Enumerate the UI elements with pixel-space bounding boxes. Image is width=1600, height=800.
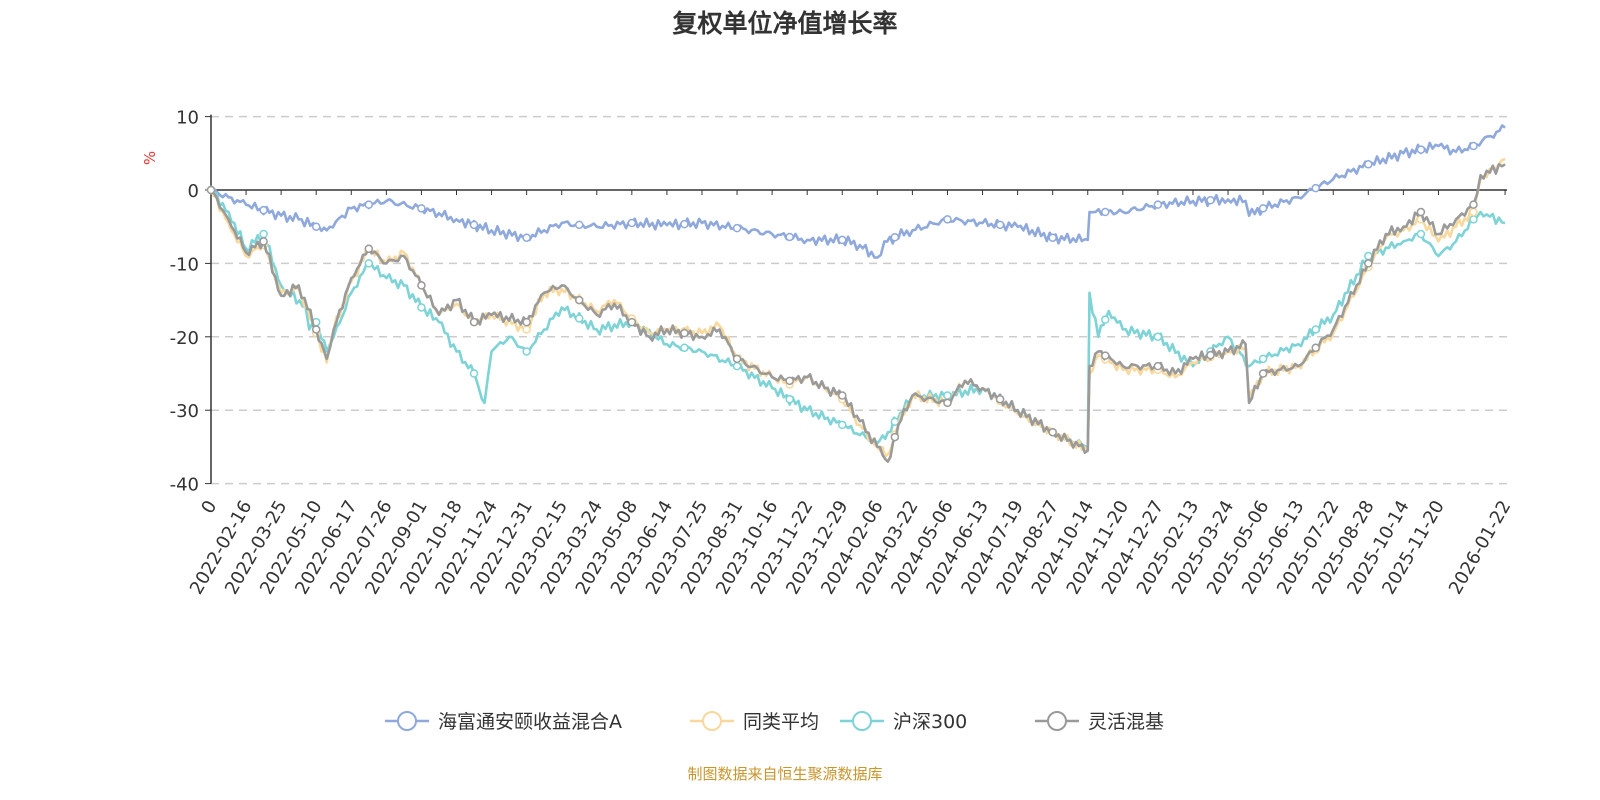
series-point — [417, 204, 426, 213]
series-point — [469, 369, 479, 378]
series-point — [1364, 259, 1373, 268]
series-point — [1469, 215, 1478, 224]
series-line-3 — [210, 163, 1506, 463]
series-point — [206, 185, 216, 195]
legend-circle-icon — [1047, 711, 1067, 731]
series-point — [1258, 354, 1268, 364]
series-point — [1153, 200, 1163, 209]
series-point — [732, 354, 742, 364]
series-point — [890, 432, 900, 442]
series-point — [943, 391, 952, 400]
legend-label: 灵活混基 — [1088, 711, 1164, 733]
series-line-0 — [210, 124, 1506, 259]
series-point — [364, 200, 374, 209]
y-axis-label: % — [141, 151, 159, 165]
series-point — [732, 223, 742, 233]
series-point — [259, 229, 268, 239]
series-point — [785, 232, 794, 242]
series-point — [574, 314, 584, 323]
series-point — [1153, 361, 1163, 371]
data-source-note: 制图数据来自恒生聚源数据库 — [687, 765, 883, 783]
legend-item-1[interactable]: 同类平均 — [690, 711, 819, 733]
y-tick-label: -20 — [170, 328, 199, 349]
series-point — [838, 391, 847, 400]
series-point — [574, 295, 584, 305]
series-point — [1469, 207, 1478, 217]
series-point — [522, 325, 531, 334]
series-point — [417, 281, 426, 290]
series-point — [1416, 145, 1426, 154]
series-point — [1364, 160, 1373, 169]
series-point — [1311, 343, 1320, 353]
series-point — [995, 220, 1005, 230]
series-point — [574, 220, 584, 230]
y-tick-label: 0 — [188, 181, 199, 202]
series-point — [680, 343, 689, 353]
series-point — [890, 233, 900, 242]
series-point — [469, 220, 479, 230]
series-point — [1153, 332, 1163, 342]
series-point — [522, 233, 531, 242]
legend-label: 海富通安颐收益混合A — [438, 711, 622, 733]
y-tick-label: 10 — [176, 108, 199, 129]
series-point — [680, 219, 689, 229]
series-point — [1101, 207, 1110, 217]
series-point — [522, 317, 531, 327]
series-point — [1048, 427, 1057, 437]
legend-item-2[interactable]: 沪深300 — [840, 711, 967, 733]
chart-title: 复权单位净值增长率 — [672, 9, 898, 38]
series-point — [1101, 351, 1110, 360]
series-point — [943, 398, 952, 408]
series-point — [1101, 315, 1110, 324]
series-point — [1206, 350, 1215, 360]
series-point — [943, 215, 952, 224]
series-point — [1311, 183, 1320, 193]
legend-circle-icon — [702, 711, 722, 731]
series-point — [785, 394, 794, 404]
series-point — [311, 325, 321, 334]
legend-circle-icon — [397, 711, 417, 731]
legend-label: 沪深300 — [893, 711, 967, 733]
series-point — [1469, 141, 1478, 151]
series-point — [1469, 200, 1478, 209]
series-point — [995, 394, 1005, 404]
series-point — [364, 244, 374, 253]
y-tick-label: -30 — [170, 401, 199, 422]
series-point — [1311, 325, 1320, 334]
x-tick-label: 2026-01-22 — [1445, 497, 1515, 598]
series-point — [1206, 196, 1215, 205]
series-point — [1258, 204, 1268, 213]
legend-label: 同类平均 — [743, 711, 819, 733]
series-point — [1258, 369, 1268, 378]
series-point — [1048, 233, 1057, 242]
series-point — [1364, 251, 1373, 261]
y-tick-label: -40 — [170, 475, 199, 496]
series-point — [469, 317, 479, 327]
series-point — [259, 205, 268, 215]
series-point — [522, 347, 531, 356]
series-point — [680, 328, 689, 338]
series-point — [838, 235, 847, 245]
series-point — [364, 259, 374, 268]
series-point — [1416, 229, 1426, 239]
series-point — [732, 361, 742, 371]
series-point — [785, 376, 794, 386]
series-point — [417, 303, 426, 312]
series-point — [311, 222, 321, 231]
series-point — [838, 420, 847, 430]
series-point — [259, 237, 268, 246]
series-line-2 — [209, 189, 1506, 449]
x-tick-label: 0 — [197, 497, 221, 517]
legend-circle-icon — [852, 711, 872, 731]
series-point — [1416, 207, 1426, 217]
series-point — [627, 317, 637, 327]
legend-item-0[interactable]: 海富通安颐收益混合A — [385, 711, 622, 733]
legend-item-3[interactable]: 灵活混基 — [1035, 711, 1164, 733]
series-point — [627, 218, 637, 228]
y-tick-label: -10 — [170, 254, 199, 275]
